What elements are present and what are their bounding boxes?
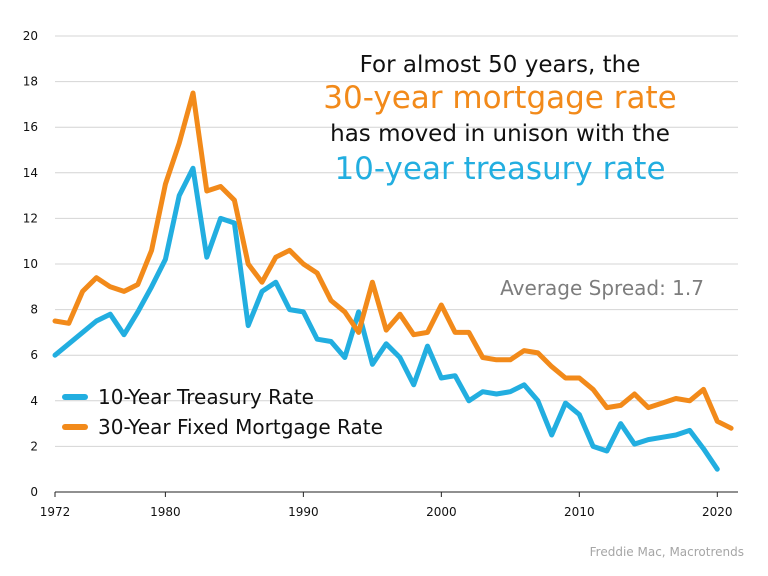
y-tick-label: 10 — [23, 257, 38, 271]
legend-swatch-treasury — [62, 394, 88, 400]
x-tick-label: 1990 — [288, 505, 319, 519]
y-tick-label: 8 — [30, 303, 38, 317]
x-tick-label: 2000 — [426, 505, 457, 519]
headline-line-2: 30-year mortgage rate — [323, 80, 677, 117]
treasury-rate-line — [52, 165, 720, 472]
legend: 10-Year Treasury Rate 30-Year Fixed Mort… — [62, 382, 383, 442]
y-tick-label: 6 — [30, 348, 38, 362]
x-tick-label: 1980 — [150, 505, 181, 519]
x-tick-label: 2010 — [564, 505, 595, 519]
legend-swatch-mortgage — [62, 424, 88, 430]
legend-item-mortgage: 30-Year Fixed Mortgage Rate — [62, 412, 383, 442]
y-tick-label: 20 — [23, 29, 38, 43]
headline-line-3: has moved in unison with the — [330, 121, 670, 148]
y-tick-label: 4 — [30, 394, 38, 408]
series-lines — [52, 90, 734, 472]
x-tick-label: 1972 — [40, 505, 71, 519]
headline-line-4: 10-year treasury rate — [334, 150, 666, 187]
legend-label-mortgage: 30-Year Fixed Mortgage Rate — [98, 415, 383, 439]
y-tick-label: 12 — [23, 211, 38, 225]
legend-item-treasury: 10-Year Treasury Rate — [62, 382, 383, 412]
headline-line-1: For almost 50 years, the — [359, 52, 641, 78]
y-tick-label: 16 — [23, 120, 38, 134]
y-tick-label: 2 — [30, 439, 38, 453]
average-spread-annotation: Average Spread: 1.7 — [500, 276, 704, 300]
y-tick-label: 14 — [23, 166, 38, 180]
y-tick-label: 0 — [30, 485, 38, 499]
chart-headline: For almost 50 years, the 30-year mortgag… — [290, 52, 710, 187]
source-credit: Freddie Mac, Macrotrends — [589, 545, 744, 559]
legend-label-treasury: 10-Year Treasury Rate — [98, 385, 314, 409]
y-axis-ticks: 0 2 4 6 8 10 12 14 16 18 20 — [23, 29, 38, 499]
mortgage-rate-line — [52, 90, 734, 431]
x-axis-ticks: 1972 1980 1990 2000 2010 2020 — [40, 492, 733, 519]
x-tick-label: 2020 — [702, 505, 733, 519]
y-tick-label: 18 — [23, 75, 38, 89]
